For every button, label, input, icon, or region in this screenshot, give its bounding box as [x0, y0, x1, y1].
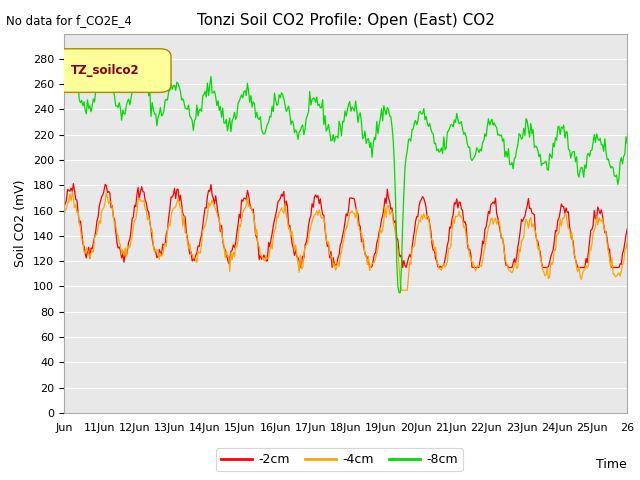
-8cm [476, 146, 484, 152]
-2cm [60, 204, 68, 209]
Line: -4cm: -4cm [64, 192, 627, 290]
-2cm [378, 217, 385, 223]
-4cm [237, 224, 244, 229]
-4cm [397, 288, 405, 293]
-4cm [376, 225, 384, 231]
-2cm [70, 181, 77, 187]
-4cm [476, 263, 484, 268]
-8cm [404, 137, 412, 143]
-8cm [64, 62, 72, 68]
-2cm [300, 255, 308, 261]
-4cm [60, 215, 68, 221]
Line: -8cm: -8cm [64, 65, 627, 293]
Text: TZ_soilco2: TZ_soilco2 [71, 64, 140, 77]
Legend: -2cm, -4cm, -8cm: -2cm, -4cm, -8cm [216, 448, 463, 471]
-4cm [299, 265, 307, 271]
Text: No data for f_CO2E_4: No data for f_CO2E_4 [6, 14, 132, 27]
Y-axis label: Soil CO2 (mV): Soil CO2 (mV) [15, 180, 28, 267]
-2cm [574, 264, 582, 270]
-8cm [623, 141, 631, 146]
Text: Time: Time [596, 458, 627, 471]
-2cm [623, 226, 631, 231]
-4cm [574, 269, 582, 275]
-8cm [299, 122, 307, 128]
-8cm [396, 290, 403, 296]
Title: Tonzi Soil CO2 Profile: Open (East) CO2: Tonzi Soil CO2 Profile: Open (East) CO2 [196, 13, 495, 28]
-2cm [404, 255, 412, 261]
-8cm [60, 73, 68, 79]
FancyBboxPatch shape [56, 49, 171, 92]
-8cm [237, 95, 244, 101]
-8cm [574, 171, 582, 177]
-4cm [68, 189, 76, 194]
-8cm [376, 116, 384, 121]
-4cm [623, 239, 631, 245]
-2cm [237, 215, 244, 221]
Line: -2cm: -2cm [64, 184, 627, 267]
-4cm [404, 273, 412, 278]
-2cm [476, 257, 484, 263]
-2cm [296, 264, 304, 270]
